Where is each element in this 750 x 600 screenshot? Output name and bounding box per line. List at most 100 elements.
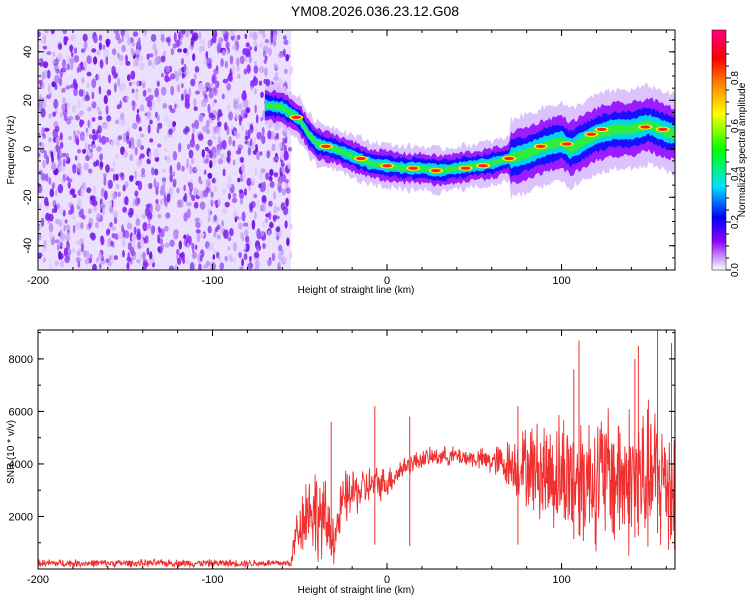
noise-blob: [217, 121, 222, 127]
noise-blob: [105, 39, 110, 48]
noise-blob: [65, 235, 70, 241]
noise-blob: [146, 211, 153, 221]
noise-blob: [282, 206, 289, 216]
noise-blob: [273, 156, 279, 161]
noise-blob: [251, 181, 255, 186]
noise-blob: [283, 68, 288, 75]
noise-blob: [197, 133, 204, 141]
noise-blob: [216, 224, 221, 230]
noise-blob: [189, 30, 193, 35]
noise-blob: [139, 253, 143, 260]
noise-blob: [199, 201, 206, 210]
y-tick-label: -40: [22, 238, 34, 254]
noise-blob: [63, 224, 66, 232]
noise-blob: [287, 162, 291, 170]
noise-blob: [288, 65, 294, 75]
noise-blob: [232, 45, 238, 50]
noise-blob: [61, 152, 67, 158]
noise-blob: [254, 104, 257, 114]
noise-blob: [128, 140, 132, 149]
noise-blob: [122, 119, 127, 126]
noise-blob: [210, 241, 214, 251]
noise-blob: [155, 203, 161, 212]
colorbar-ticks: 0.0 0.2 0.4 0.6 0.8: [726, 41, 741, 277]
noise-blob: [166, 66, 171, 73]
noise-blob: [181, 73, 185, 79]
noise-blob: [210, 191, 214, 198]
noise-blob: [111, 233, 116, 239]
noise-blob: [156, 126, 160, 134]
noise-blob: [116, 77, 121, 87]
noise-blob: [61, 103, 66, 112]
noise-blob: [152, 60, 155, 70]
noise-blob: [183, 184, 186, 192]
noise-blob: [117, 118, 121, 125]
noise-blob: [99, 198, 103, 205]
noise-blob: [84, 141, 88, 151]
noise-blob: [227, 236, 232, 242]
noise-blob: [108, 74, 111, 84]
noise-blob: [137, 180, 143, 191]
noise-blob: [277, 185, 282, 193]
noise-blob: [164, 74, 170, 83]
noise-blob: [240, 109, 247, 119]
noise-blob: [147, 218, 151, 224]
noise-blob: [78, 89, 84, 97]
noise-blob: [131, 234, 137, 243]
noise-blob: [86, 187, 92, 194]
ridge-peak: [504, 156, 515, 161]
noise-blob: [48, 177, 52, 185]
noise-blob: [193, 119, 200, 130]
noise-blob: [154, 48, 158, 57]
noise-blob: [67, 181, 71, 189]
noise-blob: [51, 162, 57, 172]
noise-blob: [110, 240, 114, 247]
noise-blob: [178, 240, 182, 250]
noise-blob: [227, 104, 231, 111]
noise-blob: [73, 47, 78, 54]
noise-blob: [88, 168, 93, 174]
noise-blob: [225, 41, 230, 50]
noise-blob: [267, 258, 272, 267]
noise-blob: [121, 82, 126, 91]
noise-blob: [115, 33, 120, 41]
noise-blob: [188, 87, 192, 98]
noise-blob: [281, 188, 287, 196]
noise-blob: [130, 70, 136, 80]
noise-blob: [176, 161, 181, 171]
noise-blob: [40, 37, 45, 44]
noise-blob: [241, 92, 247, 101]
noise-blob: [142, 82, 146, 89]
noise-blob: [212, 254, 216, 260]
ridge-peak: [460, 166, 471, 170]
noise-blob: [115, 153, 119, 160]
noise-blob: [120, 112, 125, 121]
noise-blob: [66, 176, 70, 182]
noise-blob: [180, 58, 185, 65]
noise-blob: [240, 197, 243, 205]
noise-blob: [99, 59, 104, 69]
noise-blob: [151, 167, 155, 176]
noise-blob: [274, 135, 280, 140]
noise-blob: [248, 185, 251, 191]
noise-blob: [125, 60, 131, 66]
noise-blob: [54, 84, 58, 91]
noise-blob: [223, 35, 229, 42]
noise-blob: [146, 100, 153, 108]
noise-blob: [181, 93, 184, 101]
noise-blob: [54, 239, 60, 244]
noise-blob: [40, 173, 46, 181]
noise-blob: [244, 33, 248, 40]
x-tick-label: -100: [202, 275, 224, 287]
x-tick-label: 0: [384, 574, 390, 586]
noise-blob: [65, 85, 71, 90]
noise-blob: [146, 53, 150, 60]
noise-blob: [164, 135, 168, 142]
noise-blob: [169, 187, 174, 195]
noise-blob: [199, 254, 203, 262]
noise-blob: [57, 184, 64, 194]
noise-blob: [199, 37, 203, 45]
noise-blob: [55, 68, 60, 74]
noise-blob: [113, 216, 118, 225]
noise-blob: [59, 132, 63, 141]
